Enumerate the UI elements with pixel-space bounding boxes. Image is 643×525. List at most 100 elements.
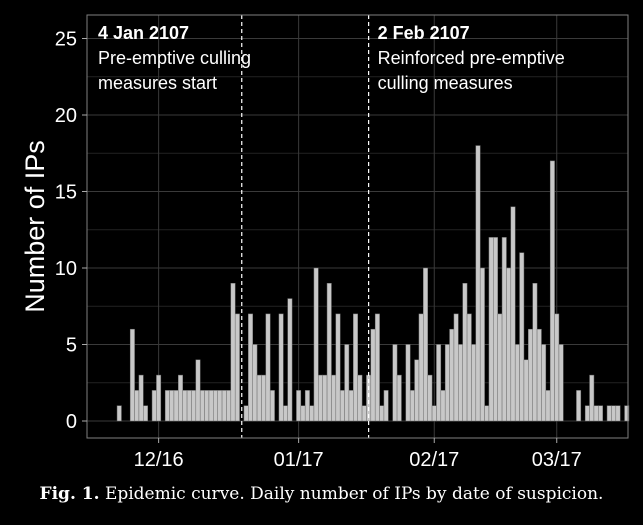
bar <box>287 298 293 422</box>
bar <box>173 390 179 422</box>
bar <box>261 374 267 422</box>
annotation-text: Reinforced pre-emptive <box>378 48 565 68</box>
x-tick-label: 01/17 <box>274 449 324 471</box>
bar <box>138 374 144 422</box>
bar <box>514 344 520 422</box>
bar <box>182 390 188 422</box>
bar <box>584 405 590 422</box>
bar <box>593 405 599 422</box>
bar <box>243 405 249 422</box>
bar <box>436 344 442 422</box>
bar <box>186 390 192 422</box>
y-tick-label: 0 <box>66 411 77 433</box>
bar <box>418 313 424 422</box>
caption-label: Fig. 1. <box>39 484 100 504</box>
bar <box>409 390 415 422</box>
bar <box>519 252 525 422</box>
bar <box>532 283 538 422</box>
bar <box>217 390 223 422</box>
annotation-lines <box>241 15 370 438</box>
bar <box>164 390 170 422</box>
bar <box>423 267 428 422</box>
panel-border <box>86 14 629 439</box>
bar <box>357 374 363 422</box>
x-tick-label: 12/16 <box>134 449 184 471</box>
bar <box>444 344 450 422</box>
bar <box>134 390 140 422</box>
annotation-text: Pre-emptive culling <box>98 48 251 68</box>
bar <box>335 313 341 422</box>
annotation-text: culling measures <box>378 73 513 93</box>
bar <box>383 390 389 422</box>
y-tick-label: 5 <box>66 335 77 357</box>
bar <box>129 328 135 422</box>
bar <box>156 374 162 422</box>
bar <box>318 374 323 422</box>
bar <box>396 374 402 422</box>
bar <box>296 390 302 422</box>
annotation-title: 4 Jan 2107 <box>98 23 189 43</box>
bar <box>234 313 240 422</box>
bar <box>331 374 337 422</box>
bar <box>479 267 485 422</box>
bar <box>374 313 380 422</box>
bar <box>497 313 503 422</box>
bar <box>169 390 175 422</box>
bar <box>506 267 512 422</box>
bar <box>466 313 472 422</box>
bar <box>431 405 437 422</box>
bar <box>300 405 306 422</box>
bar <box>528 328 533 422</box>
bar <box>405 344 411 422</box>
bar <box>226 390 232 422</box>
bar <box>541 344 547 422</box>
y-axis: 0 5 10 15 20 25 <box>55 29 87 433</box>
bar <box>379 405 385 422</box>
bar <box>283 405 288 422</box>
bar <box>392 344 398 422</box>
bar <box>339 390 345 422</box>
bar <box>589 374 595 422</box>
bar <box>440 390 446 422</box>
y-tick-label: 15 <box>55 182 77 204</box>
bar <box>458 344 463 422</box>
y-tick-label: 20 <box>55 105 77 127</box>
bar <box>309 405 315 422</box>
bar <box>344 344 350 422</box>
y-tick-label: 25 <box>55 29 77 51</box>
bar <box>545 390 551 422</box>
bar <box>269 390 275 422</box>
bar <box>326 283 332 422</box>
bar <box>208 390 214 422</box>
bar <box>624 405 630 422</box>
bar <box>213 390 218 422</box>
bar <box>493 237 498 422</box>
y-axis-label: Number of IPs <box>20 140 50 313</box>
bar <box>523 359 529 422</box>
bar <box>221 390 227 422</box>
bar <box>611 405 617 422</box>
bar <box>191 390 197 422</box>
bar <box>143 405 148 422</box>
figure-caption: Fig. 1. Epidemic curve. Daily number of … <box>0 484 643 504</box>
bar <box>178 374 183 422</box>
bar <box>199 390 205 422</box>
bar <box>615 405 621 422</box>
bar <box>353 313 358 422</box>
bar <box>449 328 455 422</box>
bars <box>116 145 630 422</box>
annotation-title: 2 Feb 2107 <box>378 23 470 43</box>
bar <box>414 359 420 422</box>
bar <box>501 237 507 422</box>
x-tick-label: 03/17 <box>532 449 582 471</box>
bar <box>195 359 201 422</box>
bar <box>348 390 354 422</box>
x-tick-label: 02/17 <box>409 449 459 471</box>
annotation-text: measures start <box>98 73 217 93</box>
bar <box>304 390 310 422</box>
caption-text: Epidemic curve. Daily number of IPs by d… <box>104 484 604 504</box>
bar <box>554 313 560 422</box>
bar <box>549 160 555 422</box>
bar <box>204 390 210 422</box>
bar <box>370 328 376 422</box>
